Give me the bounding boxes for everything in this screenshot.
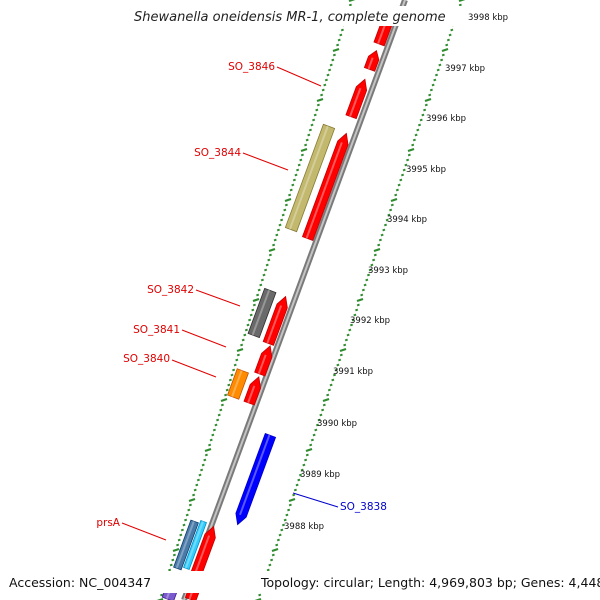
feature-so3838[interactable]: [235, 433, 277, 526]
connector-prsA: [121, 522, 167, 541]
feature-so3844[interactable]: [284, 123, 336, 233]
feature-prsA[interactable]: [173, 519, 199, 571]
tick-ring: [156, 0, 466, 600]
gene-label-so3841[interactable]: SO_3841: [133, 324, 180, 336]
scale-label-3997: 3997 kbp: [445, 64, 485, 74]
scale-label-3994: 3994 kbp: [387, 215, 427, 225]
connector-so3844: [242, 152, 289, 171]
scale-label-3998: 3998 kbp: [468, 13, 508, 23]
connector-so3842: [195, 289, 241, 307]
label-connectors: [121, 66, 339, 541]
genome-info-text: Topology: circular; Length: 4,969,803 bp…: [260, 575, 600, 590]
connector-so3846: [276, 66, 322, 87]
feature-prsA-inner[interactable]: [183, 519, 207, 571]
scale-label-3990: 3990 kbp: [317, 419, 357, 429]
title-backing: [128, 6, 464, 26]
footer-backing: [4, 571, 596, 593]
connector-so3838: [292, 492, 339, 508]
cds-arrow[interactable]: [254, 345, 273, 377]
scale-label-3991: 3991 kbp: [333, 367, 373, 377]
scale-label-3993: 3993 kbp: [368, 266, 408, 276]
cds-arrow[interactable]: [243, 376, 261, 406]
cds-arrow[interactable]: [345, 78, 368, 120]
gene-label-so3842[interactable]: SO_3842: [147, 284, 194, 296]
scale-label-3992: 3992 kbp: [350, 316, 390, 326]
scale-label-3995: 3995 kbp: [406, 165, 446, 175]
accession-text: Accession: NC_004347: [9, 575, 151, 590]
feature-so3840[interactable]: [227, 368, 249, 400]
gene-label-so3838[interactable]: SO_3838: [340, 501, 387, 513]
map-title: Shewanella oneidensis MR-1, complete gen…: [134, 10, 446, 25]
tick-ring-inner: [156, 0, 356, 600]
scale-label-3988: 3988 kbp: [284, 522, 324, 532]
connector-so3841: [181, 329, 227, 348]
gene-label-prsA[interactable]: prsA: [96, 517, 120, 529]
cds-arrow[interactable]: [301, 132, 349, 241]
feature-track: [161, 11, 393, 600]
backbone: [181, 0, 408, 600]
feature-so3842[interactable]: [247, 287, 277, 339]
scale-label-3996: 3996 kbp: [426, 114, 466, 124]
connector-so3840: [171, 359, 217, 378]
scale-label-3989: 3989 kbp: [300, 470, 340, 480]
cds-arrow[interactable]: [363, 49, 380, 72]
gene-label-so3840[interactable]: SO_3840: [123, 353, 170, 365]
gene-label-so3844[interactable]: SO_3844: [194, 147, 241, 159]
scale-labels: 3998 kbp 3997 kbp 3996 kbp 3995 kbp 3994…: [284, 13, 508, 532]
gene-label-so3846[interactable]: SO_3846: [228, 61, 275, 73]
gene-labels: SO_3846 SO_3844 SO_3842 SO_3841 SO_3840 …: [96, 61, 387, 529]
cds-arrow[interactable]: [262, 295, 288, 346]
